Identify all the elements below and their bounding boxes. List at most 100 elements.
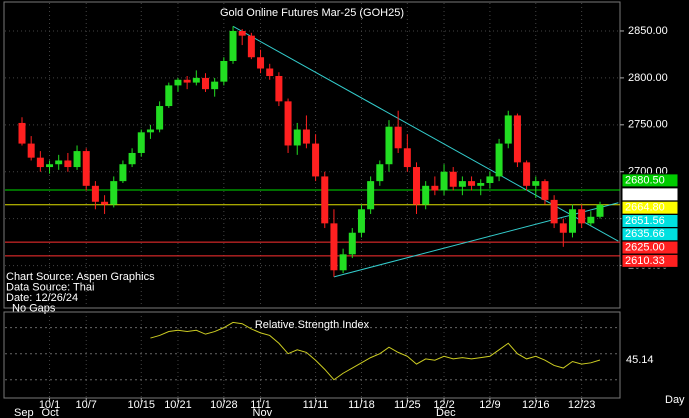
x-tick-label: 10/21	[164, 399, 192, 411]
x-tick-label: 12/9	[479, 399, 500, 411]
candle-body	[486, 176, 494, 183]
candle-body	[36, 157, 44, 168]
candle-body	[532, 181, 540, 186]
price-label: 2665.60	[625, 188, 665, 200]
x-tick-label: 12/23	[568, 399, 596, 411]
candle-body	[238, 30, 246, 36]
y-tick-label: 2800.00	[628, 72, 668, 84]
y-tick-label: 2750.00	[628, 119, 668, 131]
candle-body	[192, 77, 200, 83]
candle-body	[477, 183, 485, 186]
annotation: Data Source: Thai	[6, 281, 94, 293]
candle-body	[394, 126, 402, 149]
candle-body	[440, 171, 448, 191]
candle-body	[376, 164, 384, 182]
candle-body	[596, 204, 604, 217]
candle-body	[357, 209, 365, 233]
candle-body	[55, 160, 63, 165]
candle-body	[220, 61, 228, 82]
candle-body	[550, 199, 558, 224]
candle-body	[110, 181, 118, 205]
candle-body	[284, 101, 292, 146]
candle-body	[330, 223, 338, 271]
candle-body	[312, 143, 320, 177]
price-label-box	[621, 173, 679, 188]
candle-body	[449, 171, 457, 187]
candle-body	[495, 143, 503, 177]
x-tick-label: 11/25	[394, 399, 421, 411]
candle-body	[128, 152, 136, 165]
candle-body	[541, 181, 549, 200]
candle-body	[422, 185, 430, 205]
price-label: 2610.33	[625, 255, 665, 267]
rsi-line	[150, 321, 601, 381]
candle-body	[293, 129, 301, 146]
x-tick-label: 11/1	[250, 399, 271, 411]
price-label: 2651.56	[625, 215, 665, 227]
candle-body	[18, 122, 26, 144]
candle-body	[165, 85, 173, 107]
month-label: Nov	[253, 407, 273, 418]
y-tick-label: 2850.00	[628, 25, 668, 37]
candle-body	[146, 129, 154, 133]
price-label-box	[621, 253, 679, 268]
price-panel	[3, 1, 621, 309]
candle-body	[229, 30, 237, 61]
candle-body	[513, 115, 521, 163]
candle-body	[431, 185, 439, 191]
x-tick-label: 10/28	[210, 399, 238, 411]
candle-body	[266, 68, 274, 77]
price-label: 2635.66	[625, 228, 665, 240]
price-label: 2680.50	[625, 174, 665, 186]
candle-body	[578, 209, 586, 224]
candle-body	[64, 160, 72, 168]
candle-body	[201, 77, 209, 90]
candle-body	[247, 35, 255, 58]
candle-body	[348, 232, 356, 255]
rsi-title: Relative Strength Index	[255, 319, 370, 331]
x-tick-label: 12/16	[522, 399, 550, 411]
candle-body	[413, 167, 421, 205]
candle-body	[587, 216, 595, 224]
candle-body	[137, 132, 145, 153]
candle-body	[73, 151, 81, 168]
candle-body	[468, 181, 476, 186]
candle-body	[257, 57, 265, 69]
candle-body	[403, 148, 411, 168]
month-label: Oct	[42, 407, 59, 418]
candle-body	[568, 209, 576, 233]
candle-body	[367, 181, 375, 210]
x-tick-label: 11/11	[303, 399, 329, 411]
candle-body	[504, 115, 512, 144]
rsi-panel	[3, 311, 621, 399]
candle-body	[82, 151, 90, 186]
candle-body	[119, 164, 127, 182]
x-tick-label: 10/1	[39, 399, 60, 411]
annotation: Chart Source: Aspen Graphics	[6, 271, 155, 283]
x-tick-label: 10/7	[76, 399, 97, 411]
annotation: No Gaps	[12, 302, 56, 314]
candle-body	[91, 185, 99, 202]
x-axis-label: Day	[665, 394, 685, 406]
candle-body	[46, 164, 54, 168]
candle-body	[302, 129, 310, 144]
candle-body	[27, 143, 35, 158]
candle-body	[321, 176, 329, 224]
rsi-value-label: 45.14	[626, 354, 654, 366]
candle-body	[211, 81, 219, 90]
chart-title: Gold Online Futures Mar-25 (GOH25)	[220, 7, 404, 19]
candle-body	[523, 162, 531, 186]
month-label: Sep	[14, 407, 34, 418]
x-tick-label: 11/18	[348, 399, 375, 411]
candle-body	[101, 201, 109, 205]
annotation: Date: 12/26/24	[6, 292, 78, 304]
candle-body	[275, 76, 283, 102]
candle-body	[385, 126, 393, 165]
price-label: 2664.80	[625, 202, 665, 214]
candle-body	[559, 223, 567, 233]
price-label: 2625.00	[625, 241, 665, 253]
candle-body	[458, 181, 466, 187]
x-tick-label: 12/2	[433, 399, 454, 411]
month-label: Dec	[436, 407, 456, 418]
